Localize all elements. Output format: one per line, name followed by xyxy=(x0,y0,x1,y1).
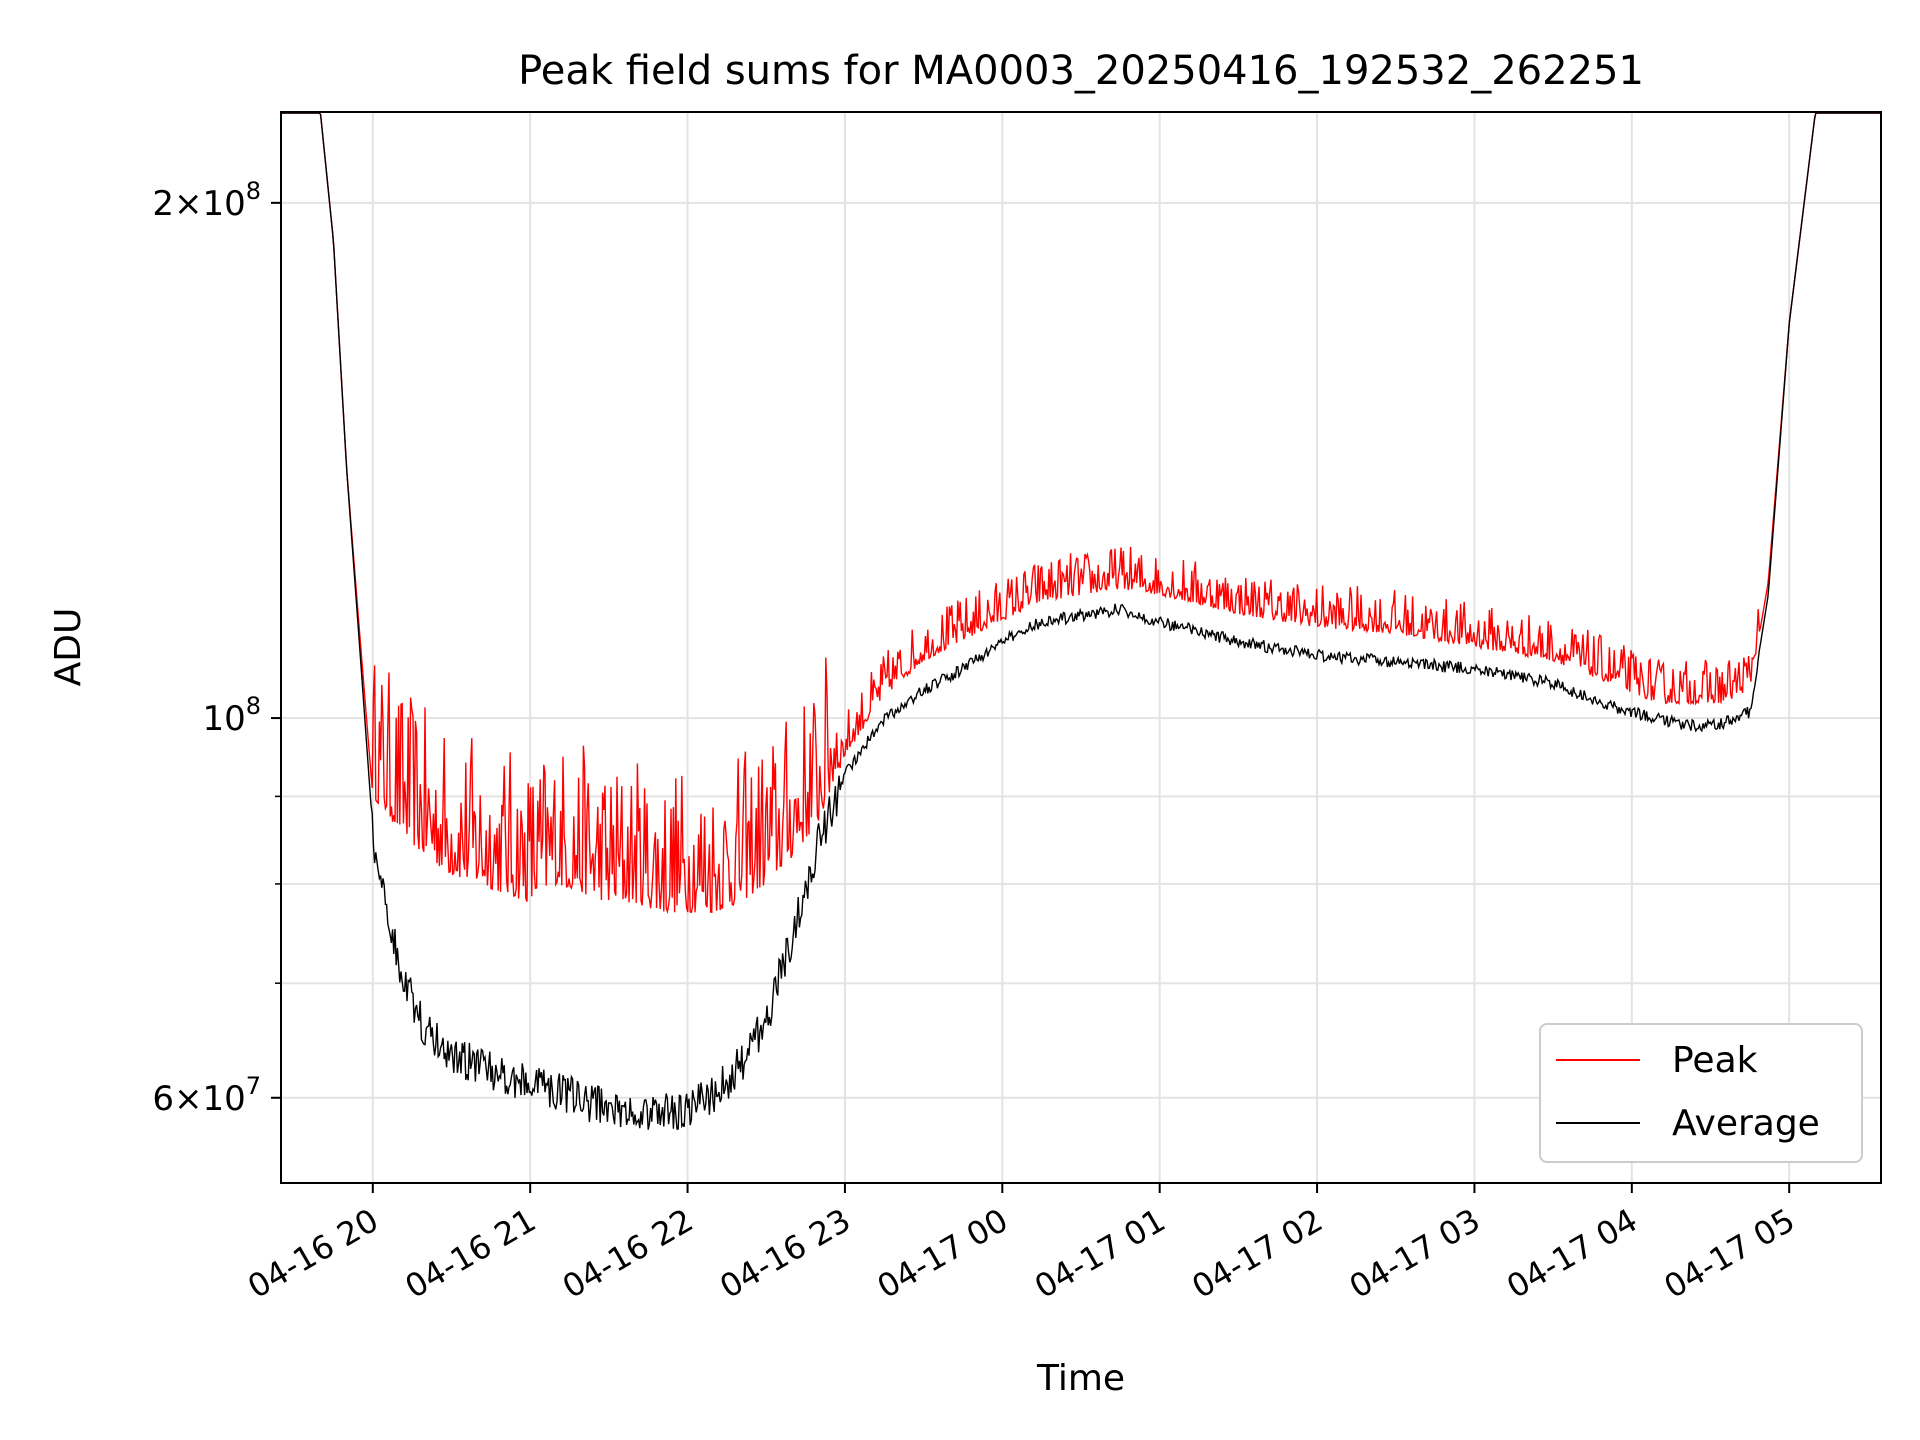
y-tick-base: 10 xyxy=(202,184,245,224)
plot-series xyxy=(281,112,1881,1130)
y-tick-base: 10 xyxy=(202,699,245,739)
x-axis-label: Time xyxy=(1036,1358,1125,1399)
plot-frame xyxy=(280,111,1882,1184)
series-line-average xyxy=(281,112,1881,1130)
y-tick-label: 108 xyxy=(202,692,261,739)
y-tick-times: × xyxy=(174,1079,203,1119)
y-tick-label: 6×107 xyxy=(152,1072,261,1119)
y-axis-label: ADU xyxy=(48,608,89,687)
y-tick-exponent: 8 xyxy=(246,692,261,720)
y-tick-exponent: 8 xyxy=(246,177,261,205)
legend-peak-label: Peak xyxy=(1672,1040,1758,1081)
y-tick-mantissa: 6 xyxy=(152,1079,174,1119)
legend-average-label: Average xyxy=(1672,1103,1820,1144)
chart-title: Peak field sums for MA0003_20250416_1925… xyxy=(518,48,1644,94)
y-tick-times: × xyxy=(174,184,203,224)
y-tick-label: 2×108 xyxy=(152,177,261,224)
y-tick-base: 10 xyxy=(202,1079,245,1119)
y-tick-exponent: 7 xyxy=(246,1072,261,1100)
series-line-peak xyxy=(281,112,1881,915)
legend-box xyxy=(1539,1023,1863,1163)
legend: Peak Average xyxy=(1539,1023,1863,1163)
y-tick-mantissa: 2 xyxy=(152,184,174,224)
